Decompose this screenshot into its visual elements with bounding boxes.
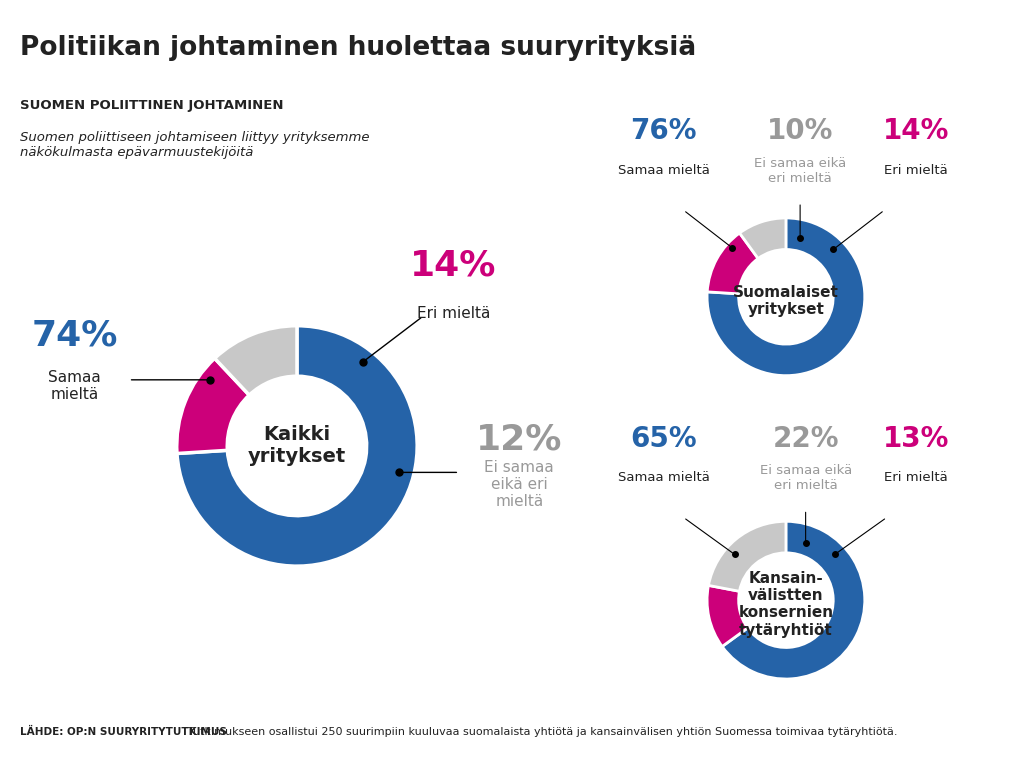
Text: 14%: 14%: [883, 118, 949, 145]
Text: 74%: 74%: [32, 319, 118, 353]
Wedge shape: [739, 218, 786, 259]
Text: 12%: 12%: [476, 423, 562, 457]
Wedge shape: [177, 326, 417, 566]
Text: Samaa mieltä: Samaa mieltä: [617, 164, 710, 177]
Text: Eri mieltä: Eri mieltä: [884, 472, 948, 485]
Text: Ei samaa eikä
eri mieltä: Ei samaa eikä eri mieltä: [760, 464, 852, 492]
Text: Ei samaa
eikä eri
mieltä: Ei samaa eikä eri mieltä: [484, 459, 554, 509]
Text: Suomalaiset
yritykset: Suomalaiset yritykset: [733, 285, 839, 317]
Wedge shape: [708, 585, 748, 647]
Text: LÄHDE: OP:N SUURYRITYTUTKIMUS: LÄHDE: OP:N SUURYRITYTUTKIMUS: [20, 727, 227, 737]
Wedge shape: [708, 218, 864, 376]
Text: Politiikan johtaminen huolettaa suuryrityksiä: Politiikan johtaminen huolettaa suuryrit…: [20, 35, 696, 61]
Text: Eri mieltä: Eri mieltä: [417, 306, 489, 321]
Text: Samaa
mieltä: Samaa mieltä: [48, 369, 101, 402]
Text: 13%: 13%: [883, 425, 949, 452]
Wedge shape: [215, 326, 297, 395]
Wedge shape: [708, 233, 758, 294]
Text: Samaa mieltä: Samaa mieltä: [617, 472, 710, 485]
Text: Kansain-
välistten
konsernien
tytäryhtiöt: Kansain- välistten konsernien tytäryhtiö…: [738, 571, 834, 637]
Wedge shape: [722, 521, 864, 679]
Wedge shape: [177, 359, 249, 453]
Wedge shape: [709, 521, 786, 591]
Text: 65%: 65%: [631, 425, 697, 452]
Text: SUOMEN POLIITTINEN JOHTAMINEN: SUOMEN POLIITTINEN JOHTAMINEN: [20, 99, 284, 112]
Text: Suomen poliittiseen johtamiseen liittyy yrityksemme
näkökulmasta epävarmuustekij: Suomen poliittiseen johtamiseen liittyy …: [20, 131, 370, 159]
Text: 10%: 10%: [767, 118, 834, 145]
Text: Ei samaa eikä
eri mieltä: Ei samaa eikä eri mieltä: [754, 157, 846, 184]
Text: Kaikki
yritykset: Kaikki yritykset: [248, 425, 346, 466]
Text: 76%: 76%: [631, 118, 697, 145]
Text: Eri mieltä: Eri mieltä: [884, 164, 948, 177]
Text: 22%: 22%: [772, 425, 839, 452]
Text: 14%: 14%: [410, 249, 497, 283]
Text: Tutkimukseen osallistui 250 suurimpiin kuuluvaa suomalaista yhtiötä ja kansainvä: Tutkimukseen osallistui 250 suurimpiin k…: [187, 727, 897, 737]
